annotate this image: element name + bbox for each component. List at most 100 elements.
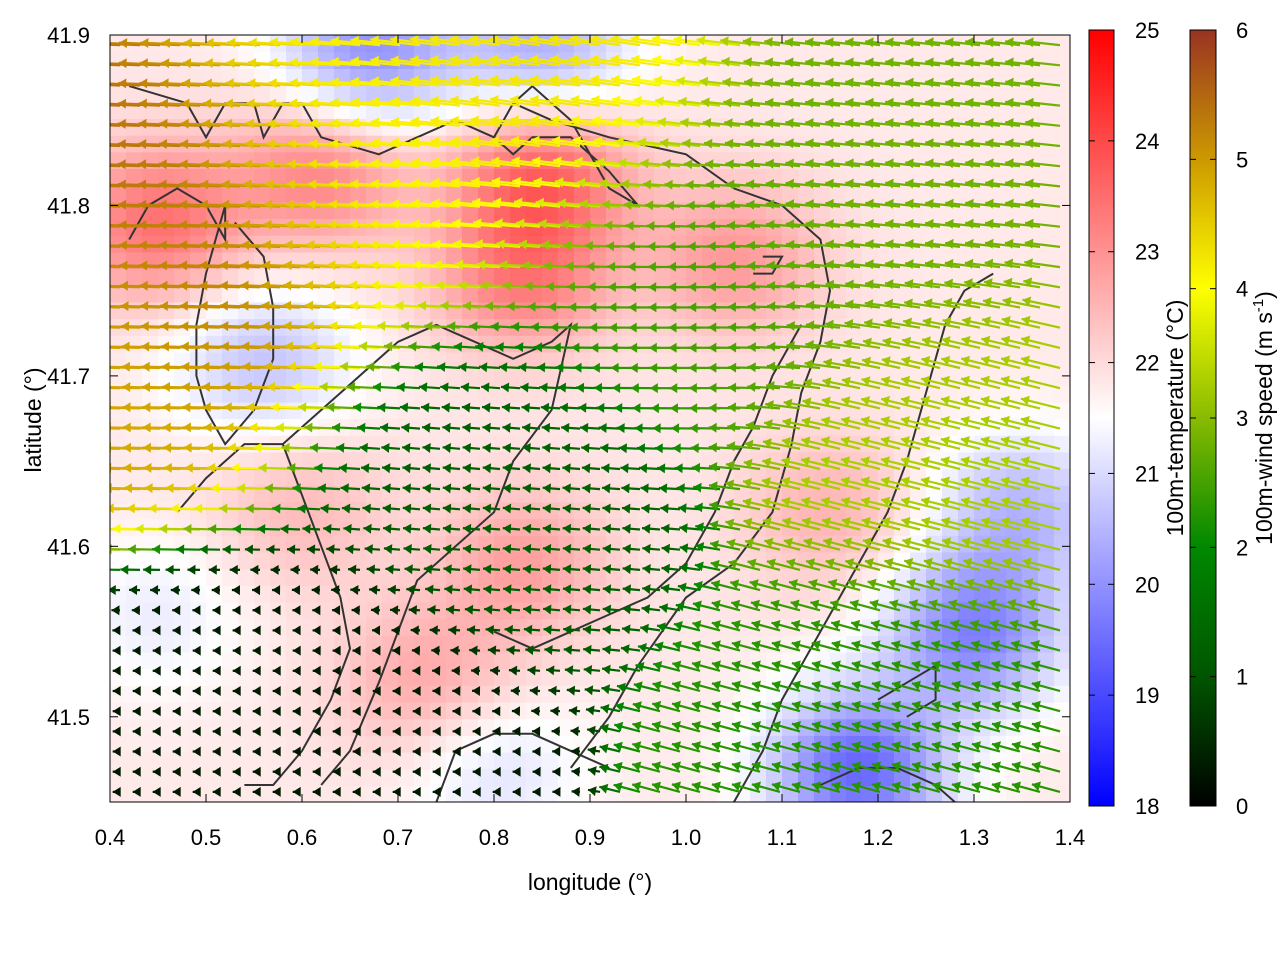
temperature-cell <box>222 619 239 636</box>
temperature-cell <box>670 402 687 419</box>
temperature-cell <box>590 469 607 486</box>
temperature-cell <box>558 185 575 202</box>
temperature-cell <box>334 302 351 319</box>
temperature-cell <box>382 619 399 636</box>
temperature-cell <box>574 402 591 419</box>
temperature-cell <box>622 469 639 486</box>
temperature-cell <box>318 335 335 352</box>
temperature-cell <box>222 752 239 769</box>
temperature-cell <box>174 552 191 569</box>
temperature-cell <box>126 185 143 202</box>
temperature-cell <box>798 769 815 786</box>
temperature-cell <box>542 185 559 202</box>
temperature-cell <box>206 585 223 602</box>
temperature-cell <box>206 185 223 202</box>
temperature-cell <box>542 469 559 486</box>
temperature-cell <box>286 552 303 569</box>
temperature-cell <box>158 435 175 452</box>
temperature-cell <box>206 168 223 185</box>
temperature-cell <box>350 652 367 669</box>
temperature-cell <box>334 469 351 486</box>
temperature-cell <box>958 769 975 786</box>
temperature-cell <box>142 619 159 636</box>
temperature-cell <box>1054 202 1071 219</box>
temperature-cell <box>286 335 303 352</box>
temperature-cell <box>558 569 575 586</box>
temperature-cell <box>1038 52 1055 69</box>
temperature-cell <box>158 402 175 419</box>
temperature-cell <box>350 502 367 519</box>
temperature-cell <box>558 469 575 486</box>
temperature-cell <box>1054 369 1071 386</box>
temperature-cell <box>206 435 223 452</box>
temperature-cell <box>286 519 303 536</box>
temperature-cell <box>1054 335 1071 352</box>
temperature-cell <box>190 52 207 69</box>
temperature-cell <box>542 268 559 285</box>
temperature-cell <box>174 569 191 586</box>
temperature-cell <box>318 185 335 202</box>
temperature-cell <box>686 469 703 486</box>
temperature-cell <box>510 652 527 669</box>
temperature-cell <box>750 369 767 386</box>
temperature-cell <box>1054 685 1071 702</box>
temperature-cell <box>254 502 271 519</box>
temperature-cell <box>126 268 143 285</box>
temperature-cell <box>270 52 287 69</box>
wind-label-end: ) <box>1251 291 1277 299</box>
temperature-cell <box>382 585 399 602</box>
temperature-cell <box>238 85 255 102</box>
temperature-cell <box>382 469 399 486</box>
temperature-cell <box>510 369 527 386</box>
x-tick-label: 1.4 <box>1055 825 1086 850</box>
temperature-cell <box>1054 118 1071 135</box>
temperature-cell <box>190 435 207 452</box>
temperature-cell <box>430 569 447 586</box>
temperature-cell <box>238 469 255 486</box>
temperature-cell <box>110 402 127 419</box>
temperature-cell <box>1054 669 1071 686</box>
temperature-cell <box>238 569 255 586</box>
temperature-cell <box>302 369 319 386</box>
temperature-cell <box>206 302 223 319</box>
temperature-cell <box>718 369 735 386</box>
temperature-cell <box>718 85 735 102</box>
temperature-cell <box>1054 585 1071 602</box>
temperature-cell <box>350 469 367 486</box>
temperature-cell <box>734 302 751 319</box>
temperature-cell <box>1054 435 1071 452</box>
colorbar-tick-label: 19 <box>1135 683 1159 708</box>
temperature-cell <box>1038 569 1055 586</box>
temperature-cell <box>814 185 831 202</box>
temperature-cell <box>510 569 527 586</box>
temperature-cell <box>558 719 575 736</box>
wind-colorbar-label: 100m-wind speed (m s-1) <box>1250 291 1277 545</box>
temperature-cell <box>446 652 463 669</box>
temperature-cell <box>622 402 639 419</box>
temperature-cell <box>1022 185 1039 202</box>
temperature-cell <box>222 335 239 352</box>
temperature-cell <box>350 552 367 569</box>
colorbar-tick-label: 6 <box>1236 18 1248 43</box>
temperature-cell <box>286 85 303 102</box>
temperature-cell <box>158 602 175 619</box>
temperature-cell <box>142 335 159 352</box>
temperature-cell <box>878 769 895 786</box>
temperature-cell <box>142 652 159 669</box>
temperature-cell <box>478 502 495 519</box>
x-tick-label: 1.1 <box>767 825 798 850</box>
temperature-cell <box>718 402 735 419</box>
x-tick-label: 0.4 <box>95 825 126 850</box>
temperature-cell <box>222 685 239 702</box>
temperature-cell <box>494 652 511 669</box>
temperature-cell <box>478 569 495 586</box>
temperature-cell <box>894 185 911 202</box>
temperature-cell <box>334 402 351 419</box>
temperature-cell <box>526 685 543 702</box>
temperature-cell <box>510 435 527 452</box>
temperature-cell <box>510 552 527 569</box>
temperature-cell <box>1054 619 1071 636</box>
x-tick-label: 1.3 <box>959 825 990 850</box>
temperature-cell <box>366 335 383 352</box>
temperature-cell <box>718 769 735 786</box>
